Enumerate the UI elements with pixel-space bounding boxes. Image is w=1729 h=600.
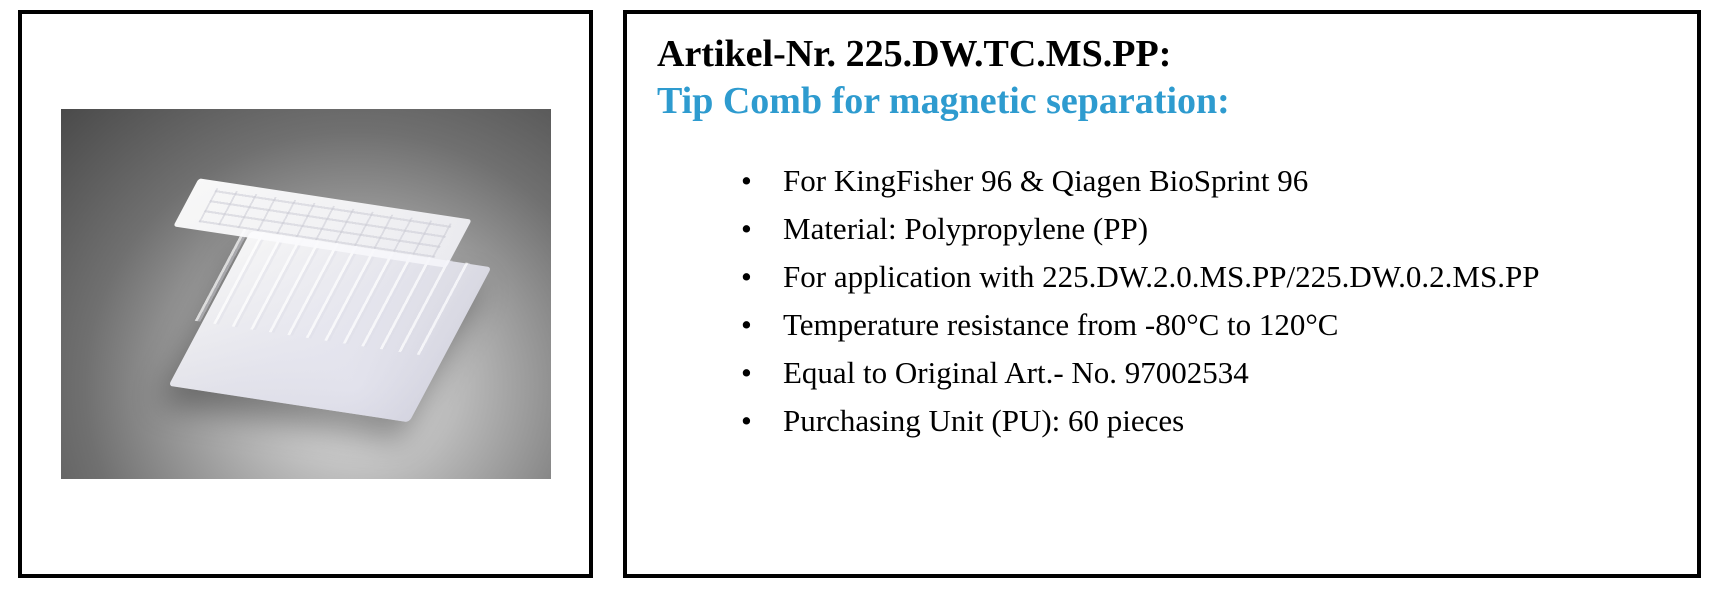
product-info-panel: Artikel-Nr. 225.DW.TC.MS.PP: Tip Comb fo… xyxy=(623,10,1701,578)
product-title: Tip Comb for magnetic separation: xyxy=(657,78,1669,126)
product-image-panel xyxy=(18,10,593,578)
feature-item: For application with 225.DW.2.0.MS.PP/22… xyxy=(741,253,1669,301)
feature-item: For KingFisher 96 & Qiagen BioSprint 96 xyxy=(741,157,1669,205)
feature-list: For KingFisher 96 & Qiagen BioSprint 96 … xyxy=(657,157,1669,445)
article-suffix: : xyxy=(1159,33,1172,75)
feature-item: Purchasing Unit (PU): 60 pieces xyxy=(741,397,1669,445)
feature-item: Material: Polypropylene (PP) xyxy=(741,205,1669,253)
product-render xyxy=(140,164,520,424)
article-label-prefix: Artikel-Nr. xyxy=(657,33,846,75)
feature-item: Temperature resistance from -80°C to 120… xyxy=(741,301,1669,349)
product-image xyxy=(61,109,551,479)
article-number-value: 225.DW.TC.MS.PP xyxy=(846,33,1159,75)
feature-item: Equal to Original Art.- No. 97002534 xyxy=(741,349,1669,397)
article-number: Artikel-Nr. 225.DW.TC.MS.PP: xyxy=(657,32,1669,78)
